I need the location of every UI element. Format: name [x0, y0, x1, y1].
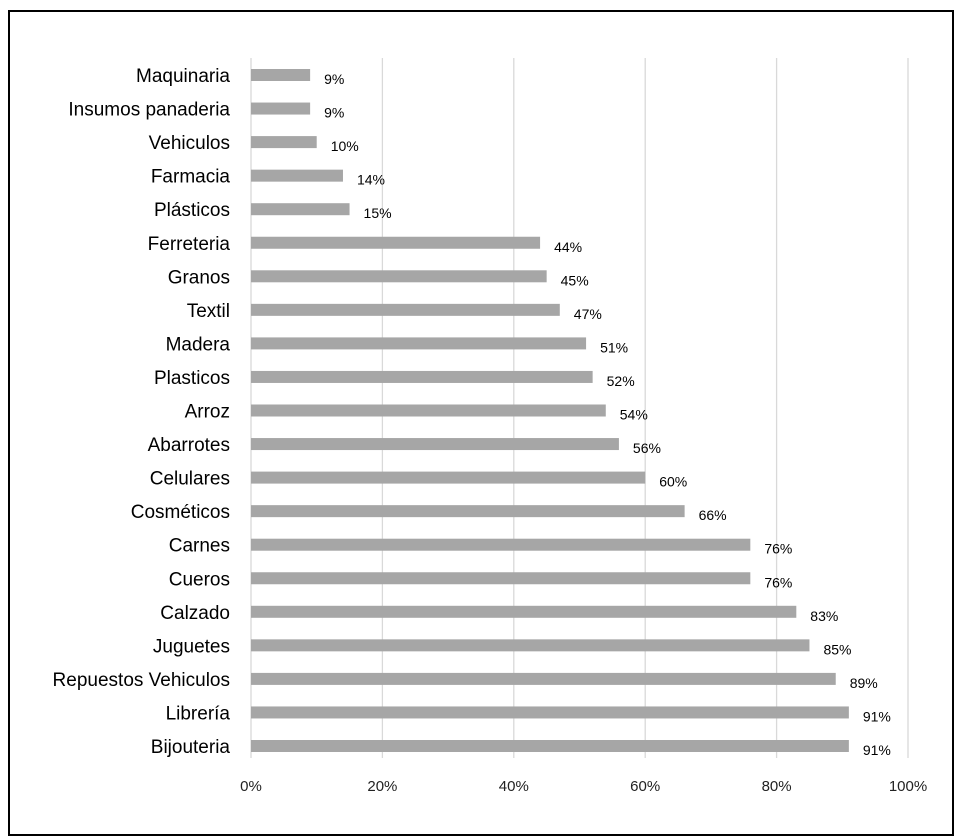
data-label: 15%: [364, 205, 392, 221]
bar: [251, 706, 849, 719]
bar: [251, 270, 547, 283]
category-labels: Maquinaria Insumos panaderia Vehiculos Farm…: [53, 66, 231, 758]
data-label: 45%: [561, 272, 589, 288]
bar: [251, 639, 810, 652]
category-label: Arroz: [185, 402, 230, 423]
data-label: 83%: [810, 608, 838, 624]
data-label: 91%: [863, 742, 891, 758]
category-label: Plasticos: [154, 368, 230, 389]
category-label: Repuestos Vehiculos: [53, 670, 230, 691]
bar: [251, 370, 593, 383]
bars: [251, 69, 849, 752]
category-label: Vehiculos: [149, 133, 230, 154]
bar: [251, 69, 311, 81]
x-tick-label: 0%: [240, 778, 262, 795]
data-label: 9%: [324, 105, 344, 121]
category-label: Abarrotes: [148, 435, 230, 456]
category-label: Librería: [166, 703, 231, 724]
x-tick-label: 40%: [499, 778, 529, 795]
bar: [251, 303, 560, 316]
bar: [251, 203, 350, 216]
data-label: 10%: [331, 138, 359, 154]
category-label: Madera: [166, 334, 231, 355]
category-label: Carnes: [169, 536, 230, 557]
data-label: 60%: [659, 474, 687, 490]
data-label: 76%: [764, 574, 792, 590]
bar: [251, 236, 541, 249]
data-label: 85%: [823, 641, 851, 657]
category-label: Granos: [168, 267, 230, 288]
bar: [251, 740, 849, 752]
data-label: 52%: [607, 373, 635, 389]
data-label: 51%: [600, 339, 628, 355]
data-label: 44%: [554, 239, 582, 255]
x-tick-label: 20%: [367, 778, 397, 795]
bar: [251, 538, 751, 551]
x-tick-label: 80%: [762, 778, 792, 795]
category-label: Calzado: [160, 603, 230, 624]
bar: [251, 438, 619, 451]
category-label: Maquinaria: [136, 66, 230, 87]
bar: [251, 102, 311, 115]
data-label: 54%: [620, 407, 648, 423]
x-tick-label: 60%: [630, 778, 660, 795]
data-label: 9%: [324, 71, 344, 87]
x-axis-ticks: 0% 20% 40% 60% 80% 100%: [240, 778, 927, 795]
category-label: Cosméticos: [131, 502, 230, 523]
bar: [251, 471, 646, 484]
bar: [251, 404, 606, 417]
chart-frame: [8, 10, 954, 836]
bar: [251, 136, 317, 149]
category-label: Cueros: [169, 569, 230, 590]
category-label: Textil: [187, 301, 230, 322]
bar: [251, 572, 751, 585]
bar: [251, 169, 343, 182]
data-label: 91%: [863, 708, 891, 724]
category-label: Ferreteria: [148, 234, 231, 255]
category-label: Juguetes: [153, 636, 230, 657]
data-label: 66%: [699, 507, 727, 523]
data-label: 56%: [633, 440, 661, 456]
x-tick-label: 100%: [889, 778, 927, 795]
data-label: 76%: [764, 541, 792, 557]
category-label: Bijouteria: [151, 737, 231, 758]
category-label: Farmacia: [151, 167, 231, 188]
bar: [251, 672, 836, 685]
bar: [251, 337, 587, 350]
data-label: 89%: [850, 675, 878, 691]
value-labels: 9% 9% 10% 14% 15% 44% 45% 47% 51% 52% 54% 56% 60% 66%…: [324, 71, 891, 758]
category-label: Celulares: [150, 469, 230, 490]
category-label: Insumos panaderia: [68, 100, 230, 121]
data-label: 47%: [574, 306, 602, 322]
bar: [251, 605, 797, 618]
category-label: Plásticos: [154, 200, 230, 221]
bar: [251, 505, 685, 518]
data-label: 14%: [357, 172, 385, 188]
